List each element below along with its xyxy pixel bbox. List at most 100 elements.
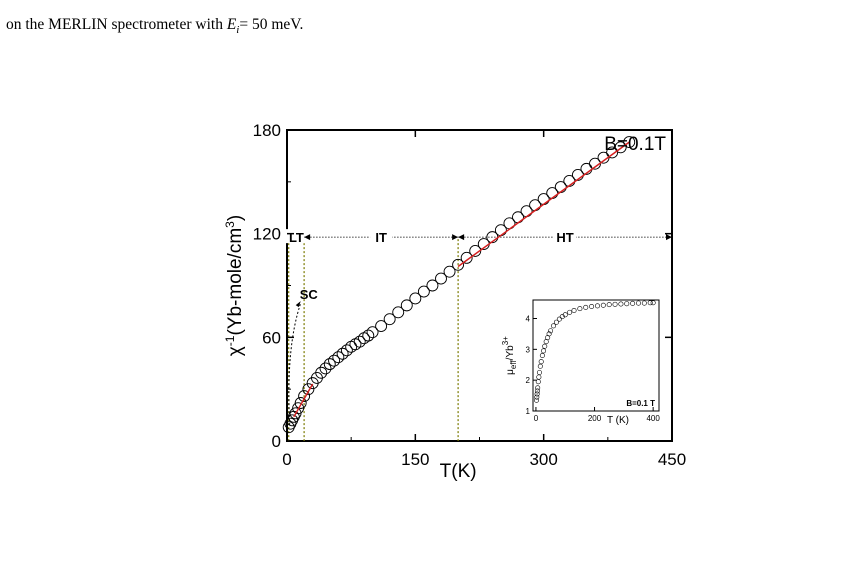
inset-y-tick-label: 4 bbox=[526, 315, 531, 324]
sc-arrowhead bbox=[295, 301, 301, 308]
y-tick-label: 0 bbox=[272, 432, 281, 451]
inset-data-points bbox=[534, 300, 656, 403]
y-axis-title-unit: (Yb-mole/cm bbox=[225, 228, 246, 336]
data-point bbox=[315, 366, 328, 379]
data-point bbox=[336, 347, 349, 360]
inset-x-tick-label: 200 bbox=[588, 414, 602, 423]
region-label-background bbox=[370, 229, 393, 244]
inset-data-point bbox=[535, 385, 541, 391]
inset-data-point bbox=[650, 300, 656, 306]
caption-suffix: = 50 meV. bbox=[239, 16, 304, 33]
inset-data-point bbox=[630, 300, 636, 306]
sc-label: SC bbox=[300, 287, 319, 302]
sc-arrow bbox=[288, 303, 302, 426]
inset-data-point bbox=[589, 303, 595, 309]
region-label: HT bbox=[556, 230, 573, 245]
y-axis-title-unit-exponent: 3 bbox=[223, 221, 237, 228]
inset-data-point bbox=[551, 323, 557, 329]
data-point bbox=[362, 329, 375, 342]
inset-data-point bbox=[567, 309, 573, 315]
region-arrowhead bbox=[452, 234, 459, 241]
data-point bbox=[614, 141, 627, 154]
inset-data-point bbox=[537, 363, 543, 369]
inset-data-point bbox=[624, 301, 630, 307]
data-point bbox=[417, 285, 430, 298]
inset-data-point bbox=[546, 331, 552, 337]
data-point bbox=[319, 362, 332, 375]
x-tick-label: 450 bbox=[658, 450, 686, 469]
inset-data-point bbox=[635, 300, 641, 306]
inset-field-label: B=0.1 T bbox=[626, 399, 655, 408]
caption-prefix: on the MERLIN spectrometer with bbox=[6, 16, 227, 33]
y-axis-title-exponent: -1 bbox=[223, 335, 237, 346]
data-point bbox=[409, 292, 422, 305]
inset-data-point bbox=[534, 391, 540, 397]
inset-data-point bbox=[647, 300, 653, 306]
data-point bbox=[426, 279, 439, 292]
inset-data-point bbox=[534, 394, 540, 400]
inset-data-point bbox=[612, 301, 618, 307]
region-label-background bbox=[554, 229, 577, 244]
sc-annotation: SC bbox=[288, 287, 319, 426]
caption-text: on the MERLIN spectrometer with Ei= 50 m… bbox=[6, 16, 303, 36]
y-axis-title-chi: χ bbox=[225, 346, 246, 356]
inset-data-point bbox=[641, 300, 647, 306]
inset-data-point bbox=[534, 388, 540, 394]
inset-data-point bbox=[541, 348, 547, 354]
field-label: B=0.1T bbox=[604, 134, 666, 155]
data-point bbox=[392, 306, 405, 319]
fit-line bbox=[293, 383, 314, 418]
fit-line bbox=[457, 141, 630, 268]
region-markers: LT IT HT bbox=[285, 229, 672, 245]
inset-y-tick-label: 2 bbox=[526, 376, 531, 385]
data-point bbox=[328, 354, 341, 367]
region-label: LT bbox=[289, 230, 304, 245]
inset-data-point bbox=[534, 397, 540, 403]
x-axis-title: T(K) bbox=[440, 461, 477, 482]
inset-data-point bbox=[583, 304, 589, 310]
inset-data-point bbox=[553, 319, 559, 325]
data-point bbox=[606, 146, 619, 159]
x-tick-label: 0 bbox=[282, 450, 291, 469]
data-point bbox=[289, 407, 302, 420]
y-tick-label: 180 bbox=[253, 121, 281, 140]
inset-data-point bbox=[594, 303, 600, 309]
data-point bbox=[292, 402, 305, 415]
y-tick-label: 60 bbox=[262, 328, 281, 347]
data-point bbox=[443, 265, 456, 278]
inset-data-point bbox=[538, 359, 544, 365]
data-point bbox=[340, 344, 353, 357]
inset-y-axis-title: μeff/Yb3+ bbox=[501, 336, 518, 375]
inset-y-axis-title-subscript: eff bbox=[509, 360, 518, 370]
region-arrowhead bbox=[304, 234, 311, 241]
data-point bbox=[332, 351, 345, 364]
data-point bbox=[353, 335, 366, 348]
caption-variable-subscript: i bbox=[236, 24, 240, 37]
inset-data-point bbox=[606, 302, 612, 308]
y-axis-title-close: ) bbox=[225, 215, 246, 221]
inset-data-point bbox=[539, 352, 545, 358]
inset-x-axis-title: T (K) bbox=[607, 415, 629, 426]
region-label: IT bbox=[375, 230, 387, 245]
inset-y-axis-title-mu: μ bbox=[505, 369, 516, 375]
data-point bbox=[375, 320, 388, 333]
data-point bbox=[452, 258, 465, 271]
inset-x-tick-label: 0 bbox=[534, 414, 539, 423]
region-boundaries bbox=[288, 239, 459, 441]
inset-y-axis-title-unit: /Yb bbox=[505, 345, 516, 360]
inset-x-tick-label: 400 bbox=[646, 414, 660, 423]
data-point bbox=[323, 358, 336, 371]
data-point bbox=[302, 383, 315, 396]
caption-variable: E bbox=[226, 16, 237, 33]
inset-data-point bbox=[548, 328, 554, 334]
inset-plot: 0 200 400 1 2 3 4 B=0.1 T T (K) μeff/Yb3+ bbox=[501, 299, 660, 426]
inset-data-point bbox=[542, 343, 548, 349]
data-point bbox=[435, 272, 447, 285]
inset-data-point bbox=[618, 301, 624, 307]
main-fit-lines bbox=[293, 141, 630, 418]
data-point bbox=[366, 326, 379, 339]
region-arrowhead bbox=[666, 234, 672, 241]
inset-y-axis-title-superscript: 3+ bbox=[501, 336, 510, 345]
